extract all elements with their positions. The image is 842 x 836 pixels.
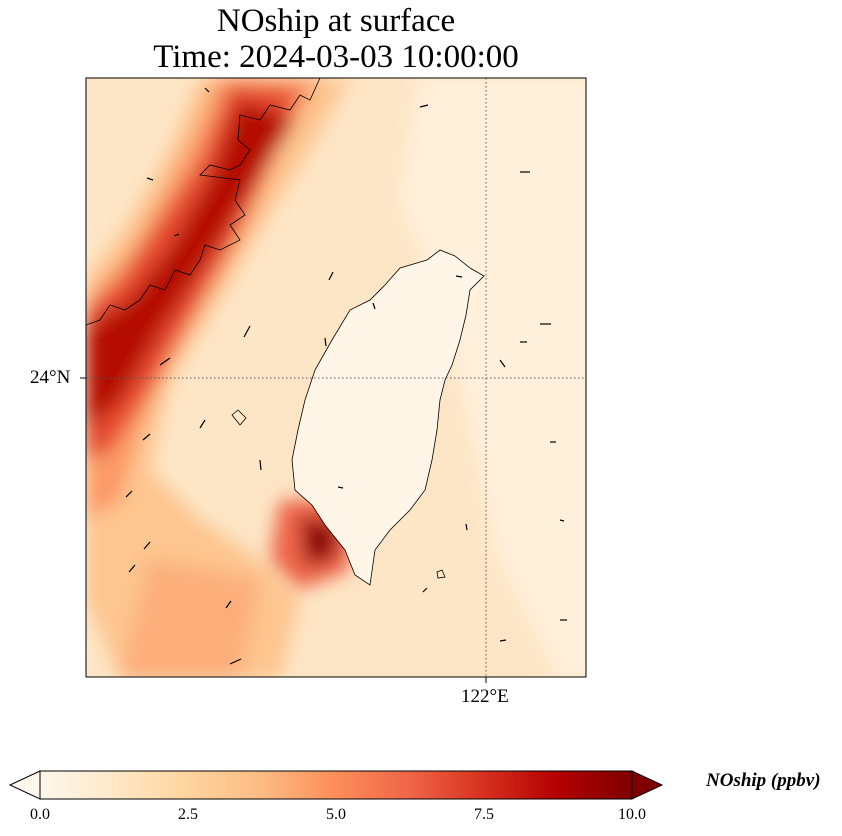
wind-arrow — [455, 275, 463, 278]
wind-arrow — [128, 564, 136, 573]
colorbar-tick-label: 0.0 — [30, 806, 50, 823]
wind-arrow — [159, 357, 171, 366]
colorbar-tick-label: 2.5 — [178, 806, 198, 823]
plume-south-band — [120, 560, 260, 677]
wind-arrow — [372, 302, 376, 310]
colorbar-title: NOship (ppbv) — [706, 770, 821, 791]
plume-core — [86, 100, 295, 430]
wind-arrow — [146, 177, 154, 181]
wind-arrow — [173, 233, 180, 237]
wind-arrow — [337, 486, 344, 489]
wind-arrow — [499, 359, 506, 368]
wind-arrow — [328, 271, 334, 281]
colorbar-extend-low — [8, 770, 41, 800]
wind-arrow — [499, 639, 507, 642]
wind-arrow — [422, 587, 428, 593]
map-area — [86, 78, 586, 677]
colorbar-tick-label: 7.5 — [474, 806, 494, 823]
wind-arrow — [419, 104, 429, 108]
longitude-label: 122°E — [461, 686, 509, 707]
colorbar-extend-high — [631, 770, 664, 800]
wind-arrow — [199, 419, 206, 429]
taiwan-coastline — [291, 249, 485, 586]
wind-arrow — [204, 87, 210, 93]
eastern-light-field — [400, 78, 586, 677]
latitude-label: 24°N — [30, 367, 71, 388]
small-island — [436, 569, 446, 579]
plot-subtitle-time: Time: 2024-03-03 10:00:00 — [153, 39, 519, 75]
wind-arrow — [143, 541, 151, 550]
wind-vectors — [125, 87, 567, 665]
wind-arrow — [125, 490, 133, 498]
penghu-islands — [231, 409, 247, 426]
china-coastline — [86, 78, 321, 326]
pollutant-plume — [86, 78, 350, 677]
wind-arrow — [559, 519, 565, 522]
wind-arrow — [225, 600, 232, 609]
plume-mid-band — [86, 78, 320, 520]
colorbar-tick-label: 10.0 — [618, 806, 646, 823]
plot-title: NOship at surface — [216, 3, 456, 39]
wind-arrow — [324, 337, 327, 347]
colorbar-tick-label: 5.0 — [326, 806, 346, 823]
wind-arrow — [243, 325, 251, 338]
wind-arrow — [259, 459, 262, 471]
wind-arrow — [142, 433, 151, 441]
colorbar — [8, 770, 664, 800]
wind-arrow — [229, 658, 242, 665]
wind-arrow — [465, 523, 468, 531]
colorbar-gradient — [39, 770, 633, 800]
